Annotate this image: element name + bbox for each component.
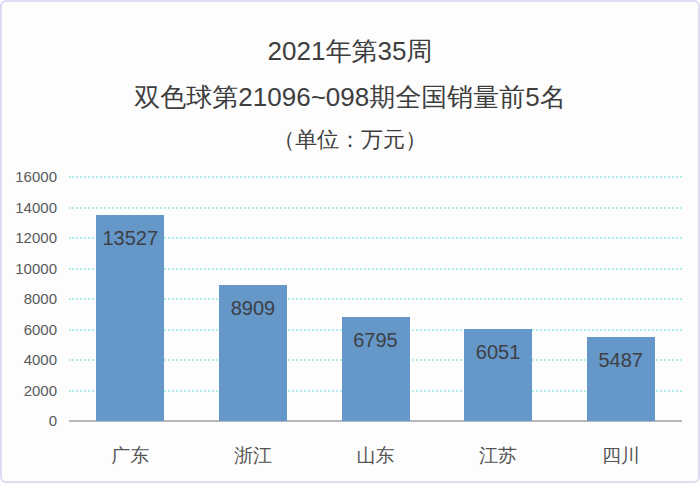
y-axis-tick-label: 4000 — [7, 351, 57, 369]
bar-山东: 6795 — [342, 317, 410, 421]
y-axis-tick-label: 6000 — [7, 321, 57, 339]
x-axis-category-label: 浙江 — [193, 443, 313, 469]
y-axis-tick-label: 12000 — [7, 229, 57, 247]
y-axis-tick-label: 16000 — [7, 168, 57, 186]
y-axis-tick-label: 2000 — [7, 382, 57, 400]
bar-chart-plot: 0 2000 4000 6000 8000 10000 12000 14000 16000 135… — [2, 2, 698, 481]
chart-card: 2021年第35周 双色球第21096~098期全国销量前5名 （单位：万元） … — [0, 0, 700, 483]
bar-value-label: 13527 — [96, 227, 164, 250]
gridline-14000 — [69, 207, 682, 209]
y-axis-tick-label: 10000 — [7, 260, 57, 278]
bar-value-label: 5487 — [587, 349, 655, 372]
y-axis-tick-label: 8000 — [7, 290, 57, 308]
x-axis-category-label: 四川 — [561, 443, 681, 469]
y-axis-tick-label: 0 — [7, 412, 57, 430]
x-axis-category-label: 江苏 — [438, 443, 558, 469]
bar-四川: 5487 — [587, 337, 655, 421]
bar-浙江: 8909 — [219, 285, 287, 421]
bar-value-label: 8909 — [219, 297, 287, 320]
bar-广东: 13527 — [96, 215, 164, 421]
y-axis-tick-label: 14000 — [7, 199, 57, 217]
gridline-16000 — [69, 176, 682, 178]
x-axis-category-label: 山东 — [316, 443, 436, 469]
x-axis-category-label: 广东 — [70, 443, 190, 469]
bar-江苏: 6051 — [464, 329, 532, 421]
bar-value-label: 6795 — [342, 329, 410, 352]
bar-value-label: 6051 — [464, 341, 532, 364]
